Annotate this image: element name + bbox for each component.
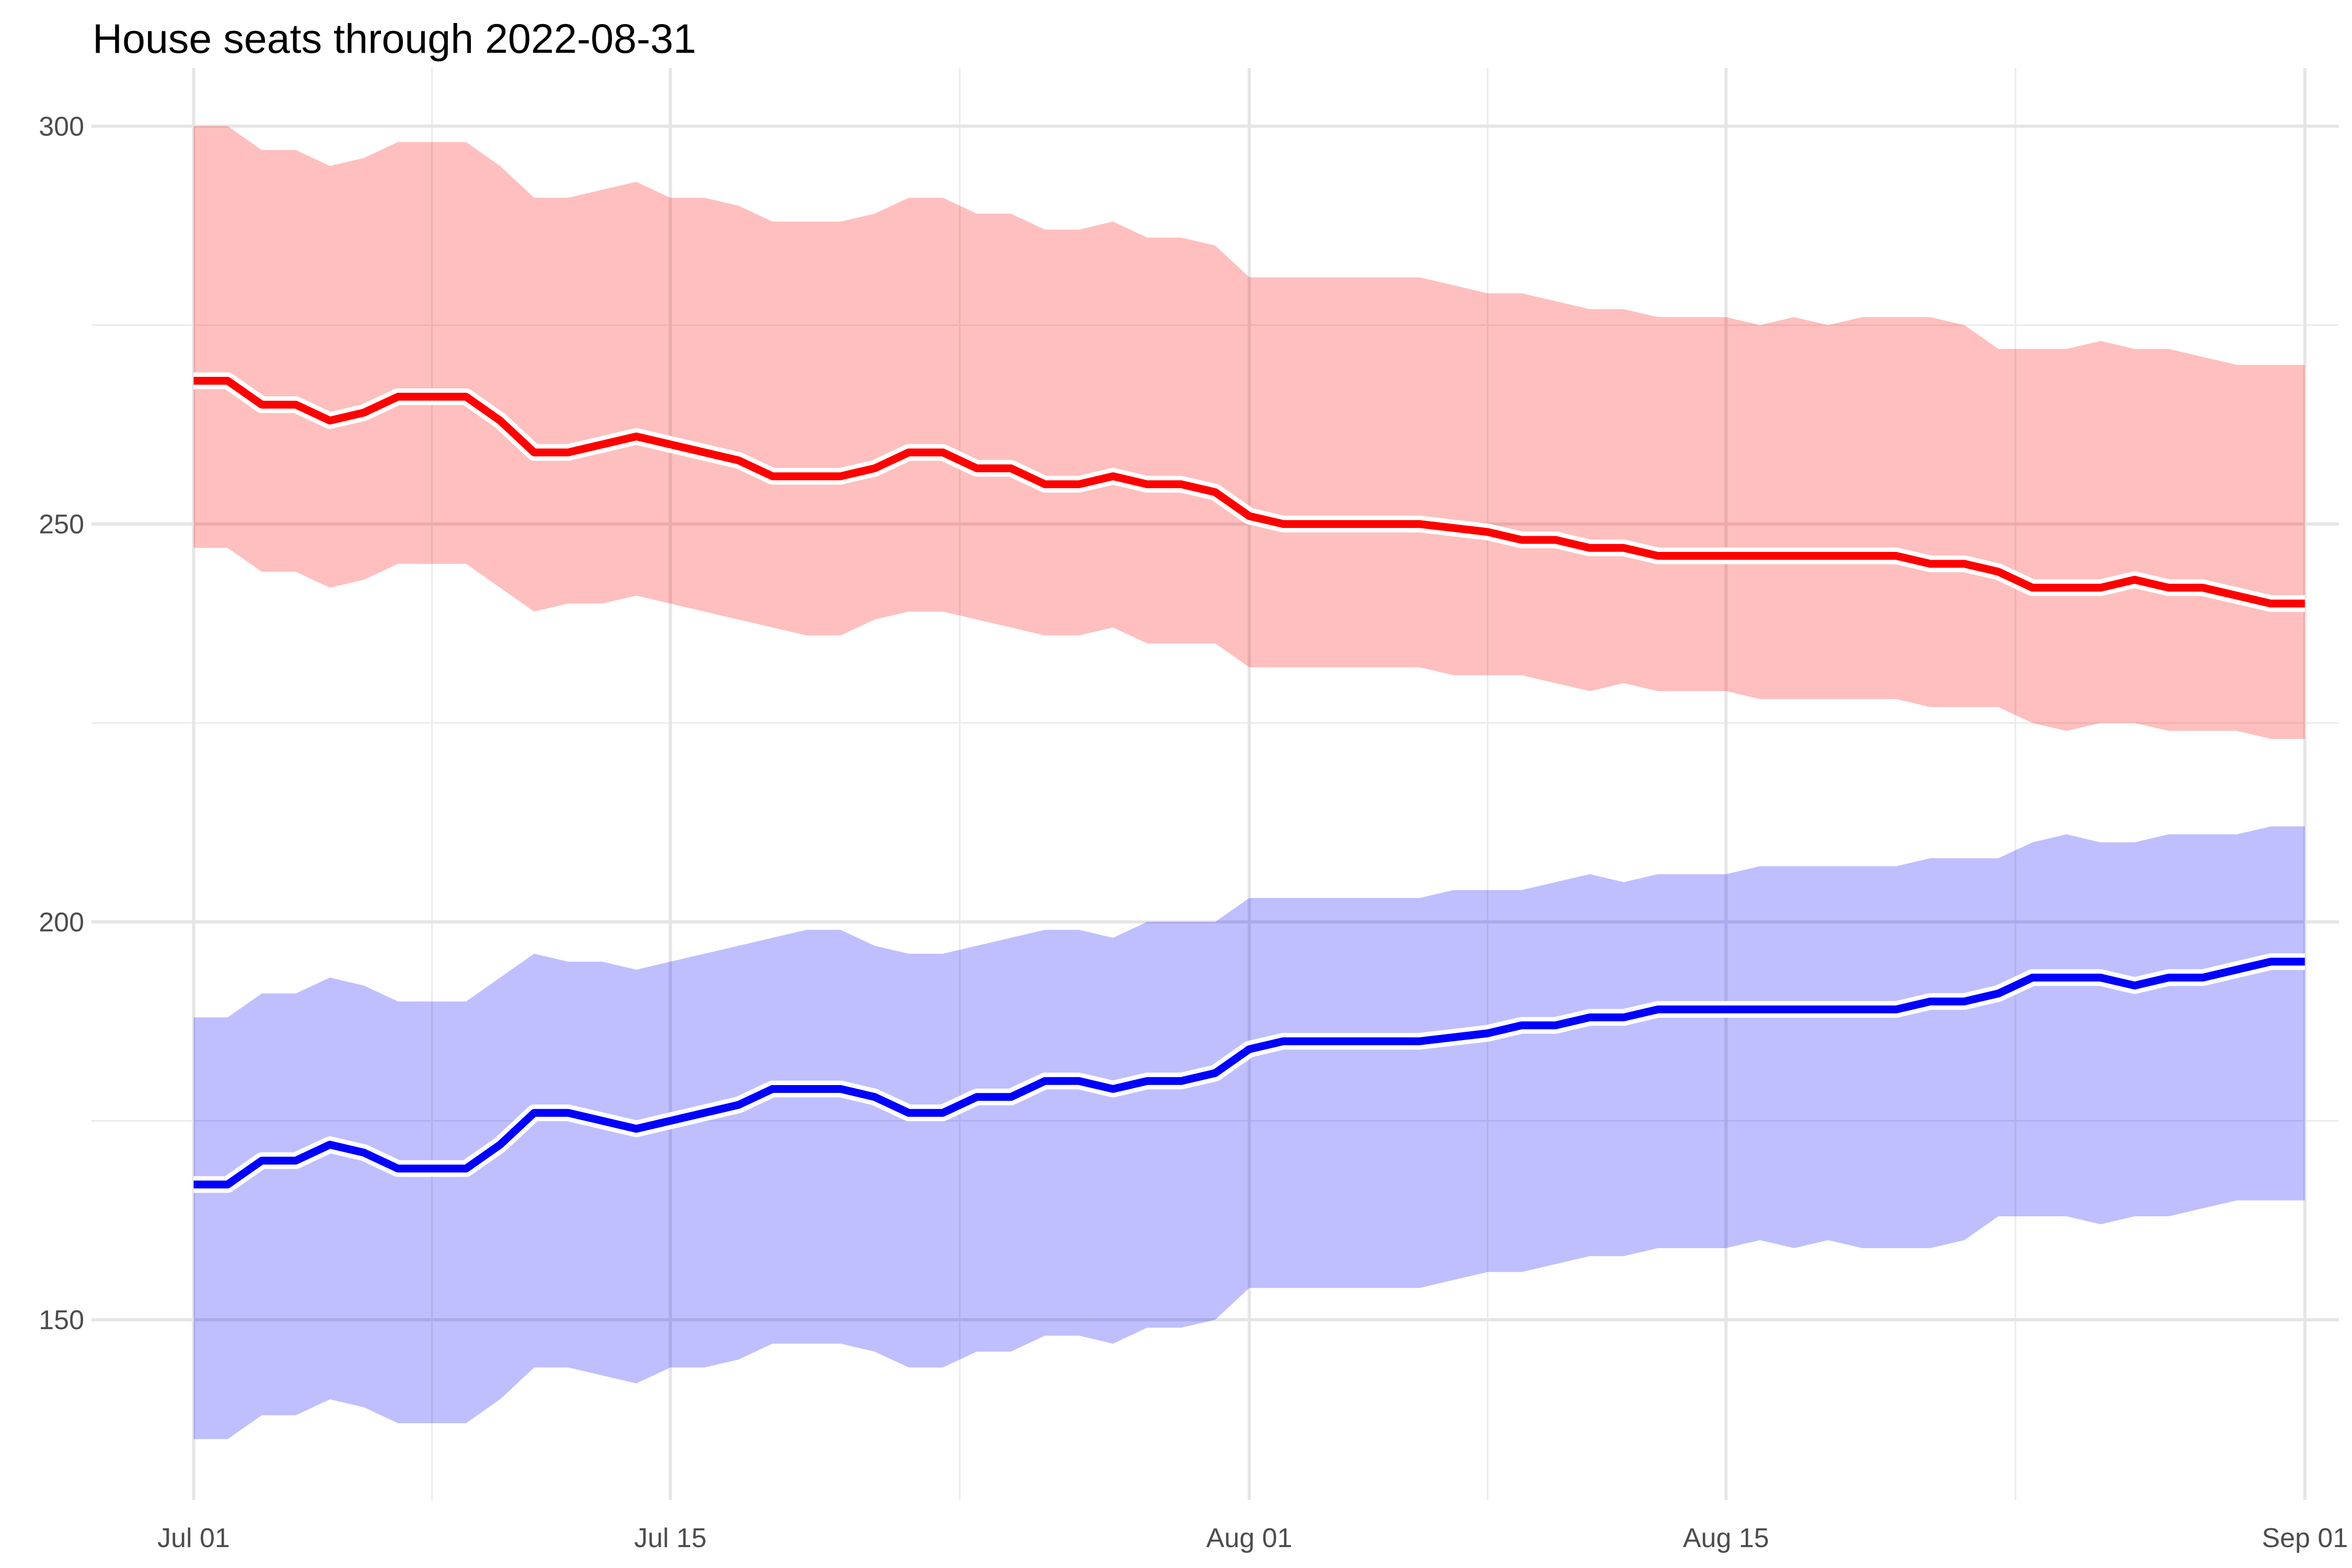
y-tick-label: 300 — [39, 111, 84, 142]
uncertainty-bands — [193, 126, 2305, 1439]
median-line-2 — [193, 958, 2305, 1189]
uncertainty-band-1 — [193, 126, 2305, 739]
x-tick-label: Sep 01 — [2262, 1523, 2348, 1553]
x-tick-label: Jul 01 — [157, 1523, 230, 1553]
uncertainty-band-2 — [193, 826, 2305, 1439]
median-lines — [193, 372, 2305, 1193]
grid-lines — [91, 68, 2339, 1500]
x-tick-label: Jul 15 — [634, 1523, 707, 1553]
x-tick-label: Aug 15 — [1683, 1523, 1769, 1553]
y-tick-label: 150 — [39, 1305, 84, 1335]
y-tick-label: 200 — [39, 907, 84, 938]
y-tick-label: 250 — [39, 510, 84, 540]
median-line-1 — [193, 377, 2305, 608]
x-tick-label: Aug 01 — [1206, 1523, 1293, 1553]
axis-tick-labels: 150 200 250 300 Jul 01 Jul 15 Aug 01 Aug 15 Sep … — [39, 111, 2348, 1553]
chart-title: House seats through 2022-08-31 — [93, 15, 697, 62]
